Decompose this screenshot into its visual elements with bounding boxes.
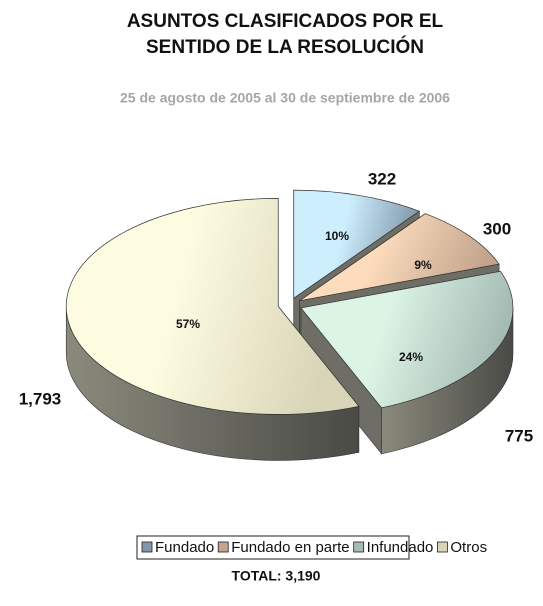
chart-subtitle: 25 de agosto de 2005 al 30 de septiembre… [120, 90, 450, 106]
legend-label: Fundado [155, 539, 214, 556]
pie-slice [65, 198, 360, 415]
total-label: TOTAL: 3,190 [232, 568, 321, 584]
legend-swatch [141, 541, 153, 553]
pie-slice [300, 270, 514, 409]
legend-label: Otros [450, 539, 487, 556]
percent-label: 10% [325, 229, 349, 243]
value-label: 300 [483, 219, 511, 238]
chart-title: ASUNTOS CLASIFICADOS POR EL [127, 11, 444, 32]
legend-box [136, 535, 410, 560]
pie-tops [65, 189, 514, 415]
percent-label: 57% [176, 317, 200, 331]
legend-swatch [217, 541, 229, 553]
chart-title: SENTIDO DE LA RESOLUCIÓN [146, 36, 424, 58]
percent-label: 9% [414, 258, 432, 272]
percent-label: 24% [399, 350, 423, 364]
pie-slice [299, 213, 500, 302]
legend-swatch [353, 541, 365, 553]
value-label: 1,793 [19, 389, 62, 408]
pie-slice [293, 189, 421, 299]
legend-swatch [436, 541, 448, 553]
value-label: 775 [505, 426, 533, 445]
legend-label: Infundado [367, 539, 434, 556]
legend-label: Fundado en parte [231, 539, 349, 556]
value-label: 322 [368, 169, 396, 188]
